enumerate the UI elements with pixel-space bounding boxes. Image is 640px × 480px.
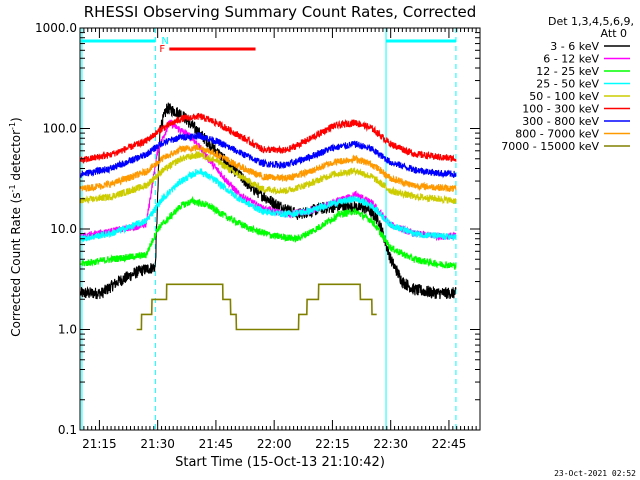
legend-label-2: 6 - 12 keV	[543, 53, 599, 66]
x-tick-label: 21:30	[140, 437, 175, 451]
x-tick-label: 21:45	[199, 437, 234, 451]
y-axis-label-main: Corrected Count Rate (s	[9, 192, 23, 336]
series-line-7	[80, 132, 457, 179]
y-tick-label: 100.0	[43, 122, 77, 136]
y-tick-label: 1.0	[58, 323, 77, 337]
y-axis-label-mid: detector	[9, 130, 23, 185]
night-label: N	[161, 36, 168, 47]
y-axis-label-end: )	[9, 117, 23, 122]
legend-label-4: 25 - 50 keV	[536, 78, 599, 91]
y-tick-label: 0.1	[58, 423, 77, 437]
legend-label-3: 12 - 25 keV	[536, 65, 599, 78]
flare-label: F	[159, 44, 165, 55]
legend-header-2: Att 0	[601, 27, 627, 40]
legend-label-1: 3 - 6 keV	[550, 40, 599, 53]
series-line-4	[80, 168, 457, 243]
legend-label-5: 50 - 100 keV	[529, 90, 599, 103]
annotations: FN	[80, 28, 457, 430]
y-axis-label-sup2: -1	[8, 122, 17, 130]
x-tick-label: 22:15	[315, 437, 350, 451]
x-tick-label: 22:45	[432, 437, 467, 451]
x-tick-label: 22:30	[373, 437, 408, 451]
series-line-3	[80, 195, 457, 271]
x-axis-label: Start Time (15-Oct-13 21:10:42)	[175, 455, 385, 470]
series-line-9	[136, 283, 377, 331]
y-tick-label: 1000.0	[35, 21, 77, 35]
chart-title: RHESSI Observing Summary Count Rates, Co…	[84, 3, 477, 21]
x-tick-label: 22:00	[257, 437, 292, 451]
series-line-1	[80, 102, 457, 300]
series-line-6	[80, 112, 457, 164]
x-tick-label: 21:15	[82, 437, 117, 451]
legend-label-7: 300 - 800 keV	[522, 115, 599, 128]
series-line-8	[80, 144, 457, 192]
footer-date: 23-Oct-2021 02:52	[554, 469, 636, 478]
plot-frame	[79, 27, 481, 431]
legend-header-1: Det 1,3,4,5,6,9,	[548, 15, 634, 28]
y-tick-label: 10.0	[50, 222, 77, 236]
axes: 0.1 1.0 10.0 100.0 1000.0 21:15 21:30 21:45 22:0…	[35, 21, 481, 451]
legend-label-8: 800 - 7000 keV	[515, 128, 599, 141]
series-group	[80, 102, 457, 331]
y-axis-label: Corrected Count Rate (s-1 detector-1)	[8, 117, 23, 336]
legend-label-6: 100 - 300 keV	[522, 103, 599, 116]
series-line-5	[80, 150, 457, 205]
legend-label-9: 7000 - 15000 keV	[501, 140, 599, 153]
y-axis-label-sup1: -1	[8, 184, 17, 192]
